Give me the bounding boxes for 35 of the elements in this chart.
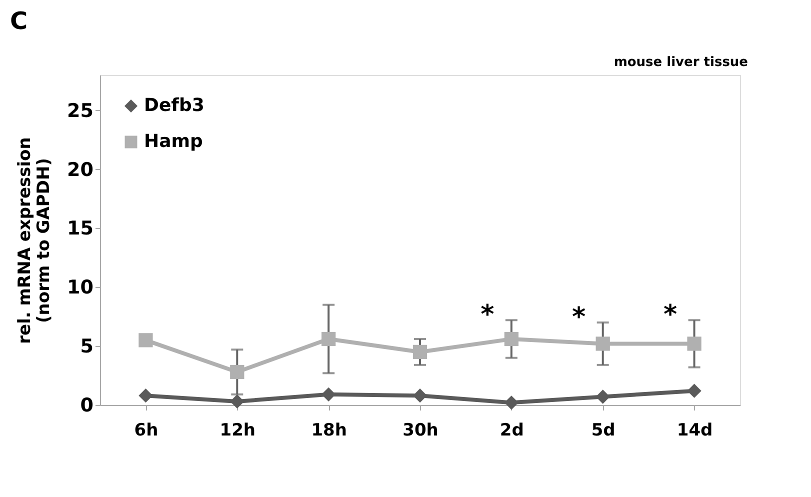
point [412, 344, 428, 360]
annotation: * [572, 302, 586, 332]
chart-subtitle: mouse liver tissue [614, 55, 748, 70]
point [322, 387, 336, 402]
x-tick-label: 14d [676, 420, 713, 440]
point [138, 333, 153, 348]
point [596, 390, 610, 404]
annotation: * [480, 300, 495, 330]
legend-label: Hamp [144, 131, 203, 152]
point [230, 394, 244, 409]
point [412, 388, 428, 403]
x-tick-label: 6h [134, 420, 158, 440]
y-tick-label: 15 [67, 218, 94, 240]
x-tick-label: 5d [591, 420, 616, 440]
point [230, 364, 244, 380]
y-axis-title: rel. mRNA expression (norm to GAPDH) [15, 137, 54, 344]
point [504, 396, 518, 410]
y-tick-label: 0 [80, 394, 94, 416]
x-tick-label: 12h [220, 420, 256, 440]
point [687, 336, 702, 351]
x-tick-label: 18h [311, 420, 347, 440]
y-tick-label: 10 [67, 276, 94, 299]
y-tick-label: 25 [67, 100, 94, 122]
point [138, 388, 153, 403]
legend-label: Defb3 [144, 95, 204, 116]
point [596, 336, 610, 351]
point [504, 332, 518, 346]
point [322, 332, 336, 346]
y-tick-label: 20 [67, 158, 94, 181]
y-tick-label: 5 [80, 336, 94, 358]
point [687, 384, 702, 398]
annotation: * [663, 300, 678, 330]
chart-title: C [10, 7, 28, 35]
x-tick-label: 2d [500, 420, 524, 440]
x-tick-label: 30h [402, 420, 438, 440]
